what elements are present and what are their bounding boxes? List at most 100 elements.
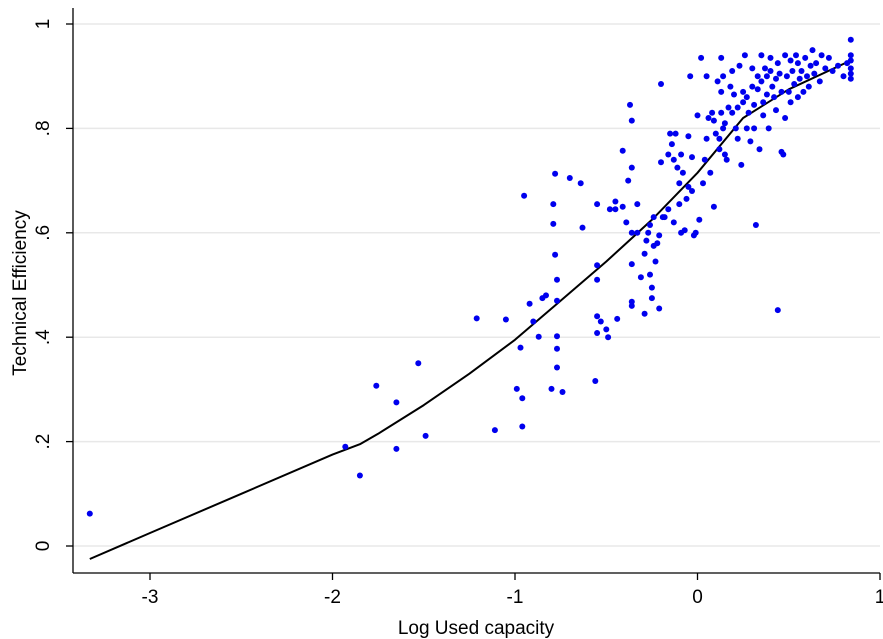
data-point xyxy=(773,107,779,114)
data-point xyxy=(798,68,805,74)
data-point xyxy=(665,151,672,158)
data-point xyxy=(710,203,717,210)
data-point xyxy=(679,169,686,176)
x-tick-label-1: -2 xyxy=(324,587,341,608)
data-point xyxy=(628,298,635,305)
data-point xyxy=(732,125,739,132)
data-point xyxy=(554,345,560,352)
data-point xyxy=(723,156,730,163)
data-point xyxy=(685,183,692,190)
data-point xyxy=(645,229,652,236)
data-point xyxy=(597,318,604,325)
x-axis-title: Log Used capacity xyxy=(398,618,555,639)
data-point xyxy=(760,112,767,119)
data-point xyxy=(648,284,655,291)
data-point xyxy=(809,47,816,54)
data-point xyxy=(86,510,93,517)
data-point xyxy=(342,443,349,450)
data-point xyxy=(694,112,701,119)
data-point xyxy=(794,94,801,101)
data-point xyxy=(725,104,732,111)
data-point xyxy=(614,315,621,322)
data-point xyxy=(818,52,825,59)
data-point xyxy=(683,195,690,202)
data-point xyxy=(603,326,610,333)
data-point xyxy=(594,262,601,269)
data-point xyxy=(771,94,778,101)
data-point xyxy=(743,125,750,132)
data-point xyxy=(741,52,748,59)
data-point xyxy=(643,237,650,244)
data-point xyxy=(670,219,677,226)
data-points xyxy=(86,36,854,517)
data-point xyxy=(767,54,774,61)
data-point xyxy=(763,73,770,80)
data-point xyxy=(743,94,750,101)
fitted-line xyxy=(89,59,852,560)
data-point xyxy=(628,229,635,236)
data-point xyxy=(594,330,601,336)
data-point xyxy=(811,70,818,77)
data-point xyxy=(619,203,626,210)
data-point xyxy=(787,57,794,64)
data-point xyxy=(785,88,792,95)
y-tick-label-3: .6 xyxy=(33,225,54,241)
data-point xyxy=(628,117,635,124)
data-point xyxy=(648,295,655,302)
data-point xyxy=(758,78,765,85)
data-point xyxy=(678,151,685,158)
data-point xyxy=(692,229,699,236)
data-point xyxy=(703,73,710,80)
y-axis-title: Technical Efficiency xyxy=(10,210,31,376)
data-point xyxy=(641,250,648,257)
data-point xyxy=(634,201,641,208)
data-point xyxy=(700,180,706,187)
data-point xyxy=(712,130,719,137)
x-tick-label-3: 0 xyxy=(692,587,703,608)
data-point xyxy=(685,133,692,140)
data-point xyxy=(594,276,601,283)
y-tick-label-0: 0 xyxy=(33,541,54,552)
data-point xyxy=(773,75,779,82)
data-point xyxy=(720,73,727,80)
data-point xyxy=(709,109,716,116)
data-point xyxy=(718,109,725,116)
data-point xyxy=(647,271,653,278)
data-point xyxy=(736,62,743,69)
data-point xyxy=(566,175,573,181)
data-point xyxy=(847,57,854,64)
data-point xyxy=(393,399,400,406)
data-point xyxy=(559,389,566,395)
data-point xyxy=(847,52,854,59)
data-point xyxy=(554,297,560,304)
data-point xyxy=(612,198,619,205)
data-point xyxy=(554,364,560,371)
data-point xyxy=(658,81,664,87)
data-point xyxy=(422,432,429,439)
data-point xyxy=(552,170,559,177)
data-point xyxy=(774,60,781,67)
data-point xyxy=(734,104,741,111)
data-point xyxy=(681,227,688,234)
data-point xyxy=(519,423,526,430)
data-point xyxy=(665,206,672,213)
data-point xyxy=(716,135,723,142)
data-point xyxy=(758,52,765,59)
data-point xyxy=(356,472,363,479)
data-point xyxy=(720,125,727,132)
data-point xyxy=(705,115,712,121)
data-point xyxy=(554,276,560,283)
data-point xyxy=(672,130,679,137)
data-point xyxy=(415,360,422,367)
data-point xyxy=(835,62,841,69)
data-point xyxy=(634,229,641,236)
data-point xyxy=(782,115,789,121)
data-point xyxy=(754,86,761,93)
data-point xyxy=(756,146,763,153)
data-point xyxy=(650,214,657,221)
data-point xyxy=(780,151,787,158)
data-point xyxy=(751,125,758,132)
data-point xyxy=(521,192,528,199)
x-tick-label-2: -1 xyxy=(507,587,524,608)
data-point xyxy=(762,65,768,72)
